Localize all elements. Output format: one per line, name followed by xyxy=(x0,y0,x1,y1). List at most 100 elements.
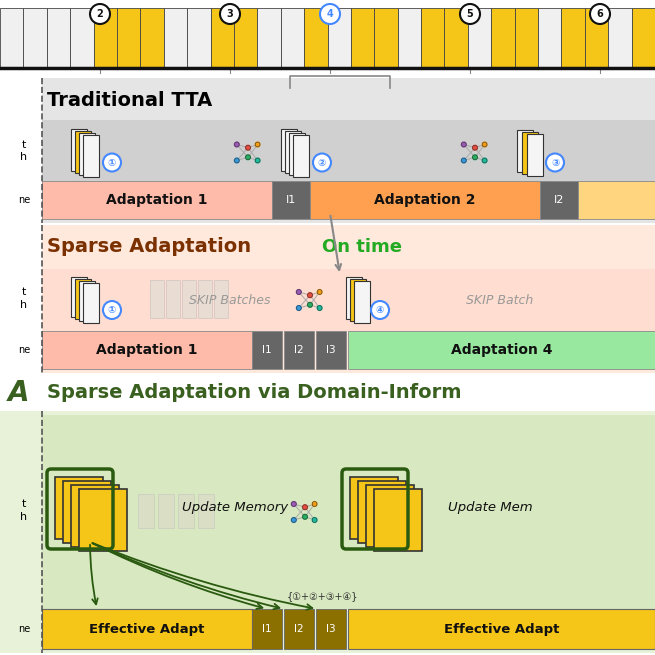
Circle shape xyxy=(291,517,296,523)
Circle shape xyxy=(90,4,110,24)
Bar xyxy=(42,609,252,649)
Circle shape xyxy=(473,155,477,160)
Circle shape xyxy=(312,502,317,506)
Bar xyxy=(164,8,187,68)
Text: 3: 3 xyxy=(227,9,233,19)
Text: I2: I2 xyxy=(294,345,304,355)
Bar xyxy=(83,134,99,176)
Text: ①: ① xyxy=(108,305,116,315)
Bar xyxy=(421,8,445,68)
Circle shape xyxy=(103,153,121,172)
Text: Update Memory: Update Memory xyxy=(182,502,288,514)
Bar xyxy=(42,269,655,331)
Bar xyxy=(138,494,154,528)
Circle shape xyxy=(234,142,239,147)
Circle shape xyxy=(461,142,466,147)
Bar xyxy=(585,8,608,68)
Bar xyxy=(608,8,631,68)
Bar xyxy=(348,331,655,369)
Bar xyxy=(42,415,655,609)
Bar xyxy=(398,8,421,68)
Circle shape xyxy=(312,517,317,523)
Bar xyxy=(140,8,164,68)
Text: I3: I3 xyxy=(326,624,336,634)
Bar xyxy=(304,8,328,68)
Bar xyxy=(187,8,210,68)
Text: h: h xyxy=(20,512,28,522)
Bar xyxy=(522,132,538,174)
Circle shape xyxy=(461,158,466,163)
Bar xyxy=(75,279,91,319)
Bar xyxy=(42,225,655,373)
Text: 5: 5 xyxy=(466,9,474,19)
Bar xyxy=(445,8,468,68)
Text: h: h xyxy=(20,153,28,162)
Circle shape xyxy=(297,306,301,310)
Bar xyxy=(285,130,301,172)
Text: Sparse Adaptation via Domain-Inform: Sparse Adaptation via Domain-Inform xyxy=(47,383,462,403)
Bar xyxy=(281,8,304,68)
Text: ③: ③ xyxy=(551,157,559,168)
Bar xyxy=(374,8,398,68)
Bar xyxy=(24,8,47,68)
Text: Adaptation 2: Adaptation 2 xyxy=(374,193,476,207)
Bar xyxy=(79,281,95,321)
Circle shape xyxy=(234,158,239,163)
Bar xyxy=(70,8,94,68)
Bar xyxy=(351,8,374,68)
Circle shape xyxy=(320,4,340,24)
Circle shape xyxy=(482,142,487,147)
Text: I2: I2 xyxy=(294,624,304,634)
Circle shape xyxy=(291,502,296,506)
Circle shape xyxy=(473,145,477,150)
Bar xyxy=(540,181,578,219)
Circle shape xyxy=(255,142,260,147)
Text: 6: 6 xyxy=(597,9,603,19)
Circle shape xyxy=(313,153,331,172)
Bar xyxy=(328,8,351,68)
Text: Traditional TTA: Traditional TTA xyxy=(47,90,212,109)
Circle shape xyxy=(590,4,610,24)
Bar xyxy=(71,485,119,547)
Bar xyxy=(71,277,87,317)
Bar xyxy=(83,283,99,323)
Bar xyxy=(517,130,533,172)
Bar xyxy=(284,331,314,369)
Bar xyxy=(178,494,194,528)
Bar xyxy=(252,331,282,369)
Text: Effective Adapt: Effective Adapt xyxy=(89,622,204,635)
Bar xyxy=(491,8,515,68)
Bar xyxy=(158,494,174,528)
Bar xyxy=(631,8,655,68)
Text: Adaptation 1: Adaptation 1 xyxy=(106,193,208,207)
Bar xyxy=(42,331,252,369)
Circle shape xyxy=(460,4,480,24)
Bar xyxy=(0,8,24,68)
Circle shape xyxy=(303,505,307,510)
Bar xyxy=(150,280,164,318)
Circle shape xyxy=(317,290,322,294)
Bar xyxy=(55,477,103,539)
Text: 4: 4 xyxy=(327,9,333,19)
Text: I3: I3 xyxy=(326,345,336,355)
Bar xyxy=(117,8,140,68)
Text: Adaptation 4: Adaptation 4 xyxy=(451,343,552,357)
Bar xyxy=(538,8,561,68)
Bar xyxy=(42,120,655,185)
Bar xyxy=(366,485,414,547)
Circle shape xyxy=(297,290,301,294)
Bar xyxy=(71,128,87,170)
Bar xyxy=(182,280,196,318)
Bar xyxy=(358,481,406,543)
Text: Effective Adapt: Effective Adapt xyxy=(444,622,559,635)
Text: t: t xyxy=(22,140,26,149)
Bar xyxy=(63,481,111,543)
Text: ne: ne xyxy=(18,195,30,205)
Bar xyxy=(42,181,272,219)
Bar xyxy=(350,477,398,539)
Circle shape xyxy=(546,153,564,172)
Circle shape xyxy=(371,301,389,319)
Text: SKIP Batch: SKIP Batch xyxy=(466,293,534,307)
Circle shape xyxy=(246,145,250,150)
Bar xyxy=(527,134,543,176)
